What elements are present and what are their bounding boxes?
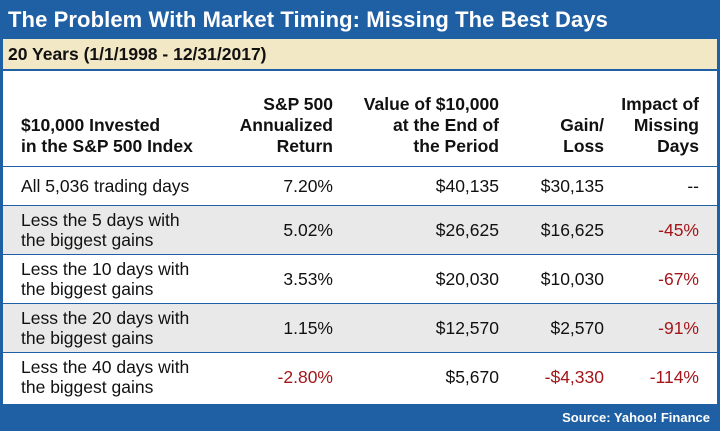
row-label: Less the 20 days with the biggest gains bbox=[3, 303, 235, 353]
table-panel: $10,000 Invested in the S&P 500 Index S&… bbox=[3, 71, 717, 404]
header-line: Value of $10,000 bbox=[363, 94, 499, 114]
table-row: Less the 40 days with the biggest gains … bbox=[3, 353, 717, 402]
cell-return: 1.15% bbox=[235, 303, 333, 353]
header-line: Annualized bbox=[239, 115, 333, 135]
header-line: Return bbox=[276, 136, 333, 156]
row-label: Less the 5 days with the biggest gains bbox=[3, 205, 235, 255]
cell-gain-loss: $10,030 bbox=[499, 254, 606, 304]
row-label: All 5,036 trading days bbox=[3, 166, 235, 206]
row-label-line: the biggest gains bbox=[21, 328, 154, 348]
cell-return: 3.53% bbox=[235, 254, 333, 304]
source-note: Source: Yahoo! Finance bbox=[562, 410, 710, 425]
chart-subtitle: 20 Years (1/1/1998 - 12/31/2017) bbox=[3, 39, 717, 70]
table-row: All 5,036 trading days 7.20% $40,135 $30… bbox=[3, 166, 717, 206]
row-label-line: the biggest gains bbox=[21, 279, 154, 299]
cell-gain-loss: $2,570 bbox=[499, 303, 606, 353]
cell-impact: -67% bbox=[606, 254, 717, 304]
header-impact: Impact of Missing Days bbox=[606, 71, 717, 167]
table-header: $10,000 Invested in the S&P 500 Index S&… bbox=[3, 71, 717, 167]
cell-value: $12,570 bbox=[333, 303, 499, 353]
cell-gain-loss: $30,135 bbox=[499, 166, 606, 206]
header-annualized-return: S&P 500 Annualized Return bbox=[235, 71, 333, 167]
row-label: Less the 40 days with the biggest gains bbox=[3, 353, 235, 402]
header-line: Missing bbox=[633, 115, 699, 135]
cell-gain-loss: -$4,330 bbox=[544, 367, 604, 387]
cell-value: $5,670 bbox=[445, 367, 499, 387]
header-line: Gain/ bbox=[560, 115, 604, 135]
header-line: $10,000 Invested bbox=[21, 115, 161, 135]
cell-return: 5.02% bbox=[235, 205, 333, 255]
header-line: Impact of bbox=[621, 94, 699, 114]
cell-return: 7.20% bbox=[235, 166, 333, 206]
cell-value: $26,625 bbox=[333, 205, 499, 255]
data-table: $10,000 Invested in the S&P 500 Index S&… bbox=[3, 71, 717, 401]
cell-impact: -- bbox=[606, 166, 717, 206]
header-gain-loss: Gain/ Loss bbox=[499, 71, 606, 167]
header-row: $10,000 Invested in the S&P 500 Index S&… bbox=[3, 71, 717, 167]
row-label-line: the biggest gains bbox=[21, 230, 154, 250]
header-end-value: Value of $10,000 at the End of the Perio… bbox=[333, 71, 499, 167]
row-label-line: All 5,036 trading days bbox=[21, 176, 190, 196]
header-line: at the End of bbox=[393, 115, 499, 135]
row-label-line: Less the 5 days with bbox=[21, 210, 180, 230]
row-label-line: Less the 40 days with bbox=[21, 357, 190, 377]
row-label: Less the 10 days with the biggest gains bbox=[3, 254, 235, 304]
table-row: Less the 10 days with the biggest gains … bbox=[3, 254, 717, 304]
cell-gain-loss: $16,625 bbox=[499, 205, 606, 255]
table-body: All 5,036 trading days 7.20% $40,135 $30… bbox=[3, 166, 717, 402]
row-label-line: Less the 20 days with bbox=[21, 308, 190, 328]
cell-value: $20,030 bbox=[333, 254, 499, 304]
row-label-line: Less the 10 days with bbox=[21, 259, 190, 279]
table-row: Less the 20 days with the biggest gains … bbox=[3, 303, 717, 353]
header-investment: $10,000 Invested in the S&P 500 Index bbox=[3, 71, 235, 167]
cell-return: -2.80% bbox=[277, 367, 333, 387]
cell-impact: -91% bbox=[606, 303, 717, 353]
chart-title: The Problem With Market Timing: Missing … bbox=[8, 7, 609, 32]
header-line: Days bbox=[657, 136, 699, 156]
header-line: in the S&P 500 Index bbox=[21, 136, 193, 156]
cell-impact: -114% bbox=[649, 367, 699, 387]
cell-value: $40,135 bbox=[333, 166, 499, 206]
table-row: Less the 5 days with the biggest gains 5… bbox=[3, 205, 717, 255]
header-line: the Period bbox=[413, 136, 499, 156]
cell-impact: -45% bbox=[606, 205, 717, 255]
header-line: S&P 500 bbox=[263, 94, 333, 114]
row-label-line: the biggest gains bbox=[21, 377, 154, 397]
header-line: Loss bbox=[563, 136, 604, 156]
